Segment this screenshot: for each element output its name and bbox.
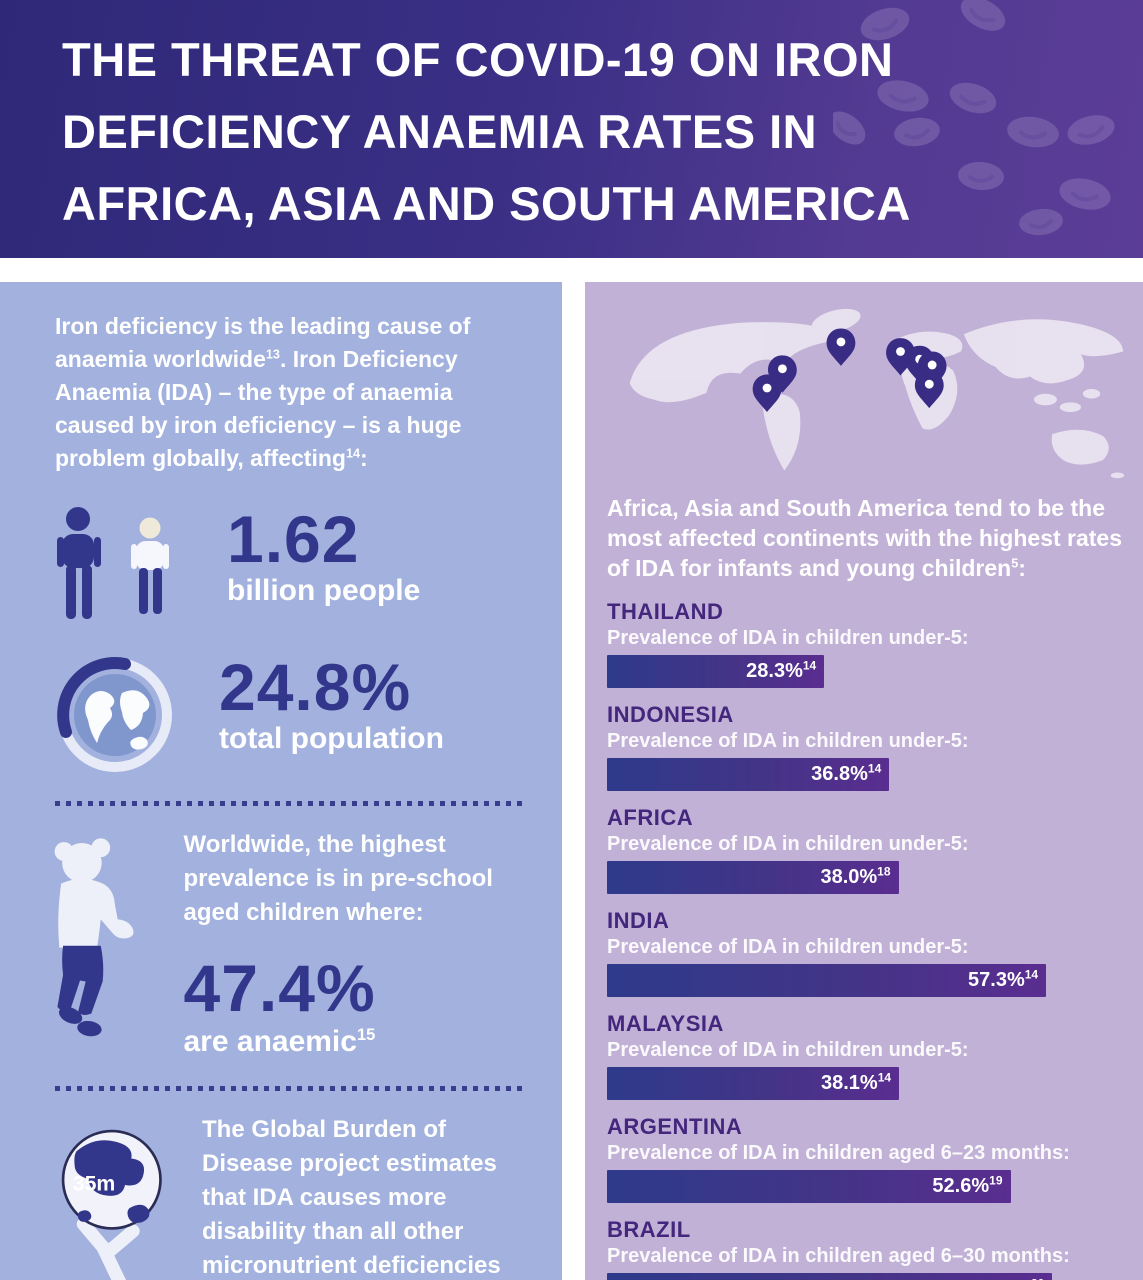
- prevalence-value: 58.1%20: [974, 1277, 1044, 1280]
- country-row: AFRICA Prevalence of IDA in children und…: [607, 805, 1123, 894]
- country-prevalence-label: Prevalence of IDA in children under-5:: [607, 1039, 969, 1061]
- continents-statement: Africa, Asia and South America tend to b…: [607, 495, 1123, 581]
- world-map: [585, 292, 1143, 489]
- country-name: MALAYSIA: [607, 1011, 724, 1036]
- prevalence-bar: 52.6%19: [607, 1170, 1011, 1203]
- country-name: BRAZIL: [607, 1217, 691, 1242]
- country-name: THAILAND: [607, 599, 724, 624]
- prevalence-bar: 58.1%20: [607, 1273, 1053, 1280]
- country-row: INDONESIA Prevalence of IDA in children …: [607, 702, 1123, 791]
- prevalence-bar: 38.0%18: [607, 861, 899, 894]
- country-prevalence-label: Prevalence of IDA in children under-5:: [607, 627, 969, 649]
- country-row: BRAZIL Prevalence of IDA in children age…: [607, 1217, 1123, 1280]
- anaemic-value: 47.4%: [183, 951, 376, 1025]
- preschool-children-block: Worldwide, the highest prevalence is in …: [48, 828, 532, 1060]
- stat-billion-people: 1.62 billion people: [55, 502, 562, 629]
- country-name: AFRICA: [607, 805, 694, 830]
- country-prevalence-label: Prevalence of IDA in children aged 6–23 …: [607, 1142, 1070, 1164]
- dotted-divider: [55, 1086, 524, 1091]
- country-rates-panel: Africa, Asia and South America tend to b…: [585, 282, 1143, 1280]
- stat-population-label: total population: [219, 722, 444, 755]
- globe-35m-label: 35m: [73, 1171, 116, 1195]
- prevalence-value: 38.1%14: [820, 1070, 892, 1094]
- intro-paragraph: Iron deficiency is the leading cause of …: [55, 313, 471, 471]
- gbd-text: The Global Burden of Disease project est…: [202, 1116, 501, 1279]
- country-prevalence-label: Prevalence of IDA in children aged 6–30 …: [607, 1245, 1070, 1267]
- prevalence-value: 38.0%18: [820, 864, 891, 888]
- stat-billion-value: 1.62: [227, 502, 360, 576]
- prevalence-bar: 36.8%14: [607, 758, 890, 791]
- country-bar-chart: THAILAND Prevalence of IDA in children u…: [607, 599, 1123, 1280]
- country-name: INDONESIA: [607, 702, 734, 727]
- child-icon: [54, 838, 134, 1037]
- prevalence-value: 52.6%19: [932, 1173, 1003, 1197]
- global-stats-panel: Iron deficiency is the leading cause of …: [0, 282, 562, 1280]
- country-name: INDIA: [607, 908, 670, 933]
- country-prevalence-label: Prevalence of IDA in children under-5:: [607, 833, 969, 855]
- dotted-divider: [55, 801, 524, 806]
- preschool-statement: Worldwide, the highest prevalence is in …: [183, 831, 493, 926]
- stat-population-value: 24.8%: [219, 650, 412, 724]
- country-prevalence-label: Prevalence of IDA in children under-5:: [607, 730, 969, 752]
- prevalence-bar: 28.3%14: [607, 655, 825, 688]
- prevalence-value: 28.3%14: [746, 658, 817, 682]
- prevalence-value: 57.3%14: [968, 967, 1039, 991]
- gbd-block: 35m The Global Burden of Disease project…: [48, 1113, 532, 1280]
- map-pins: [752, 328, 947, 412]
- people-icon: [57, 507, 169, 619]
- country-name: ARGENTINA: [607, 1114, 743, 1139]
- country-row: ARGENTINA Prevalence of IDA in children …: [607, 1114, 1123, 1203]
- country-row: MALAYSIA Prevalence of IDA in children u…: [607, 1011, 1123, 1100]
- page-title: THE THREAT OF COVID-19 ON IRON DEFICIENC…: [62, 33, 911, 230]
- header-banner: THE THREAT OF COVID-19 ON IRON DEFICIENC…: [0, 0, 1143, 258]
- country-row: INDIA Prevalence of IDA in children unde…: [607, 908, 1123, 997]
- country-row: THAILAND Prevalence of IDA in children u…: [607, 599, 1123, 688]
- anaemic-label: are anaemic15: [183, 1025, 376, 1058]
- prevalence-value: 36.8%14: [811, 761, 882, 785]
- prevalence-bar: 57.3%14: [607, 964, 1047, 997]
- stat-billion-label: billion people: [227, 574, 421, 607]
- globe-ring-icon: [57, 657, 172, 772]
- country-prevalence-label: Prevalence of IDA in children under-5:: [607, 936, 969, 958]
- prevalence-bar: 38.1%14: [607, 1067, 900, 1100]
- globe-carrier-icon: 35m: [61, 1129, 162, 1280]
- stat-total-population: 24.8% total population: [55, 650, 562, 775]
- blood-cells-decoration: [833, 0, 1115, 236]
- preschool-text-group: Worldwide, the highest prevalence is in …: [184, 828, 533, 1060]
